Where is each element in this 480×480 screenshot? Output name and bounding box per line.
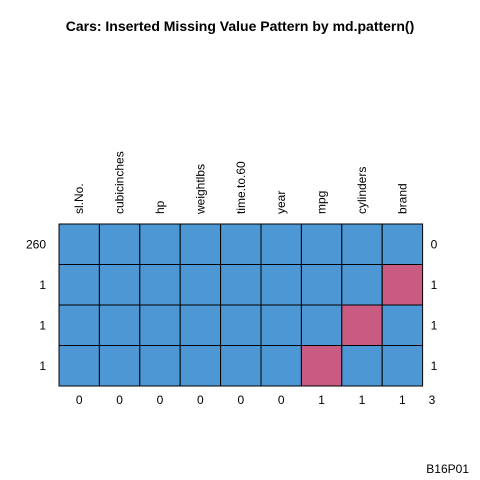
row-missing-label: 1 [431,278,438,292]
pattern-cell [381,264,424,306]
pattern-cell [381,304,424,346]
footer-label: B16P01 [426,462,469,476]
pattern-cell [341,264,383,306]
column-missing-labels: 0 0 0 0 0 0 1 1 1 [76,393,406,407]
pattern-cell [220,304,262,346]
column-label: year [274,191,288,214]
column-missing-label: 0 [157,393,164,407]
pattern-cell [98,304,141,346]
column-missing-label: 0 [76,393,83,407]
pattern-cell [58,264,100,306]
column-missing-label: 0 [237,393,244,407]
column-label: cubicinches [113,151,127,214]
column-label: time.to.60 [234,161,248,214]
pattern-cell [58,223,100,265]
pattern-cell [260,264,302,306]
row-count-label: 1 [39,278,46,292]
row-missing-label: 0 [431,237,438,251]
pattern-cell [179,223,222,265]
column-missing-label: 1 [318,393,325,407]
pattern-cell [179,304,222,346]
pattern-cell [341,345,383,387]
row-count-label: 1 [39,318,46,332]
pattern-cell [260,345,302,387]
pattern-cell [260,223,302,265]
pattern-cell [98,345,141,387]
row-missing-labels: 0 1 1 1 [431,237,438,373]
chart-title: Cars: Inserted Missing Value Pattern by … [66,18,415,34]
column-label: brand [395,183,409,214]
column-label: cylinders [355,167,369,214]
pattern-cell [220,264,262,306]
pattern-cell [98,223,141,265]
pattern-cell [179,345,222,387]
column-label: weightlbs [193,164,207,215]
column-label: mpg [315,191,329,214]
column-missing-label: 1 [359,393,366,407]
row-count-labels: 260 1 1 1 [26,237,46,373]
pattern-cell [381,223,424,265]
pattern-cell [98,264,141,306]
column-missing-label: 0 [197,393,204,407]
row-missing-label: 1 [431,318,438,332]
column-label: sl.No. [72,183,86,214]
pattern-cell [381,345,424,387]
pattern-cell [300,304,343,346]
total-missing-label: 3 [429,393,436,407]
pattern-cell [58,304,100,346]
pattern-cell [300,264,343,306]
pattern-cell [179,264,222,306]
pattern-cell [58,345,100,387]
pattern-cell [139,223,181,265]
column-label: hp [153,200,167,214]
pattern-grid [58,223,424,387]
pattern-cell [300,345,343,387]
pattern-cell [139,345,181,387]
pattern-cell [260,304,302,346]
pattern-cell [220,345,262,387]
column-missing-label: 0 [116,393,123,407]
pattern-cell [139,304,181,346]
row-count-label: 260 [26,237,46,251]
row-missing-label: 1 [431,359,438,373]
pattern-cell [220,223,262,265]
pattern-cell [341,223,383,265]
column-labels: sl.No. cubicinches hp weightlbs time.to.60 ye… [72,151,409,215]
column-missing-label: 1 [399,393,406,407]
column-missing-label: 0 [278,393,285,407]
pattern-cell [139,264,181,306]
row-count-label: 1 [39,359,46,373]
pattern-cell [341,304,383,346]
pattern-cell [300,223,343,265]
